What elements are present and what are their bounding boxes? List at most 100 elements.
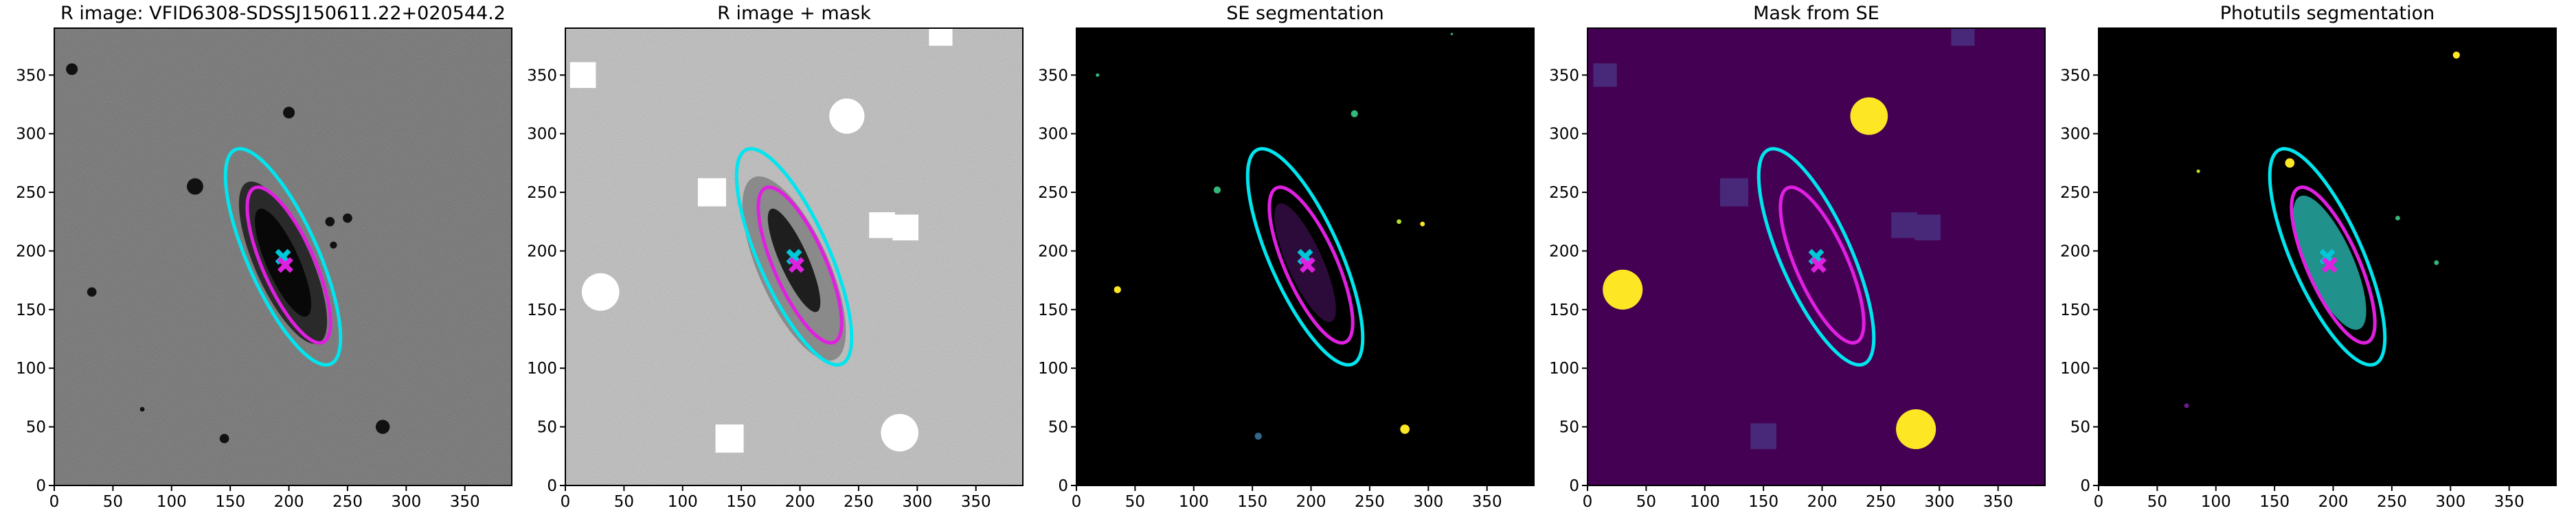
x-tick-label: 100 xyxy=(668,493,698,511)
source xyxy=(2434,260,2439,265)
source xyxy=(2184,403,2189,409)
x-tick-label: 200 xyxy=(785,493,815,511)
y-tick-label: 50 xyxy=(26,419,46,437)
x-tick-label: 150 xyxy=(1237,493,1267,511)
y-tick-label: 150 xyxy=(2060,301,2090,319)
x-tick-label: 50 xyxy=(1636,493,1656,511)
x-tick-label: 350 xyxy=(1983,493,2013,511)
mask-square xyxy=(715,424,744,453)
center-marker xyxy=(1810,257,1827,273)
y-tick-label: 200 xyxy=(1038,242,1068,260)
image-area xyxy=(1076,28,1534,485)
y-tick-label: 300 xyxy=(1038,126,1068,144)
ellipse-fit xyxy=(1756,147,1876,367)
x-tick-label: 50 xyxy=(2147,493,2167,511)
mask-square xyxy=(697,178,726,207)
mask-square xyxy=(1914,214,1941,241)
y-tick-label: 150 xyxy=(16,301,46,319)
image-area xyxy=(1588,28,2045,485)
ellipse-fit xyxy=(756,185,844,345)
y-tick-label: 50 xyxy=(1048,419,1068,437)
x-tick-label: 50 xyxy=(103,493,123,511)
x-tick-label: 100 xyxy=(2201,493,2231,511)
mask-square xyxy=(1891,212,1917,238)
source xyxy=(219,433,229,444)
source xyxy=(1254,433,1262,440)
x-tick-label: 300 xyxy=(1413,493,1443,511)
source xyxy=(1213,186,1221,194)
y-tick-label: 250 xyxy=(527,184,557,202)
source xyxy=(87,287,97,297)
x-tick-label: 350 xyxy=(2494,493,2524,511)
mask-square xyxy=(1593,63,1617,87)
y-tick-label: 150 xyxy=(1549,301,1579,319)
source xyxy=(1420,221,1425,227)
x-tick-label: 200 xyxy=(274,493,304,511)
y-tick-label: 200 xyxy=(1549,242,1579,260)
x-tick-label: 100 xyxy=(1690,493,1720,511)
image-area xyxy=(54,28,512,485)
y-tick-label: 350 xyxy=(527,67,557,84)
image-area xyxy=(2099,28,2556,485)
x-tick-label: 350 xyxy=(1472,493,1502,511)
source xyxy=(2196,169,2200,173)
y-tick-label: 100 xyxy=(16,360,46,378)
y-tick-label: 50 xyxy=(2070,419,2090,437)
source xyxy=(1400,424,1410,434)
mask-square xyxy=(1951,28,1975,46)
source xyxy=(1896,409,1936,450)
x-tick-label: 250 xyxy=(844,493,874,511)
x-tick-label: 300 xyxy=(902,493,932,511)
source xyxy=(343,213,352,223)
panel: 0 50 100 150 200 250 300 350 0 50 100 150 200 250 300 3… xyxy=(1549,3,2046,511)
y-tick-label: 200 xyxy=(16,242,46,260)
y-tick-label: 50 xyxy=(537,419,557,437)
panel-title: Mask from SE xyxy=(1753,3,1879,24)
ellipse-fit xyxy=(245,185,332,345)
source xyxy=(66,63,78,76)
y-tick-label: 100 xyxy=(2060,360,2090,378)
panel: 0 50 100 150 200 250 300 350 0 50 100 150 200 250 300 3… xyxy=(16,3,512,511)
source xyxy=(1850,97,1888,135)
source xyxy=(1603,269,1643,310)
x-tick-label: 150 xyxy=(215,493,245,511)
center-marker xyxy=(2321,257,2338,273)
mask-square xyxy=(892,214,919,241)
x-tick-label: 200 xyxy=(1296,493,1326,511)
center-marker xyxy=(277,257,293,273)
source xyxy=(2285,158,2295,168)
panel-title: SE segmentation xyxy=(1226,3,1383,24)
y-tick-label: 0 xyxy=(547,477,557,495)
panel: 0 50 100 150 200 250 300 350 0 50 100 150 200 250 300 3… xyxy=(527,3,1024,511)
center-marker xyxy=(1299,257,1315,273)
x-tick-label: 0 xyxy=(49,493,60,511)
x-tick-label: 250 xyxy=(2377,493,2407,511)
x-tick-label: 0 xyxy=(2094,493,2104,511)
y-tick-label: 100 xyxy=(527,360,557,378)
mask-square xyxy=(929,28,953,46)
ellipse-fit xyxy=(1267,185,1355,345)
source xyxy=(1450,32,1454,36)
y-tick-label: 300 xyxy=(1549,126,1579,144)
y-tick-label: 350 xyxy=(2060,67,2090,84)
x-tick-label: 200 xyxy=(2318,493,2349,511)
source xyxy=(829,98,865,134)
x-tick-label: 350 xyxy=(450,493,480,511)
x-tick-label: 150 xyxy=(726,493,756,511)
y-tick-label: 0 xyxy=(36,477,46,495)
ellipse-fit xyxy=(2268,147,2387,367)
source xyxy=(581,273,620,311)
axes-frame xyxy=(2098,27,2557,486)
ellipse-fit xyxy=(1778,185,1866,345)
axes-frame xyxy=(1587,27,2046,486)
x-tick-label: 150 xyxy=(1748,493,1778,511)
x-tick-label: 50 xyxy=(1125,493,1145,511)
y-tick-label: 250 xyxy=(16,184,46,202)
ellipse-fit xyxy=(1245,147,1365,367)
ellipse-fit xyxy=(2290,185,2377,345)
center-marker xyxy=(788,257,804,273)
y-tick-label: 300 xyxy=(2060,126,2090,144)
axes-frame xyxy=(1076,27,1535,486)
mask-square xyxy=(1719,178,1748,207)
source xyxy=(283,106,295,119)
